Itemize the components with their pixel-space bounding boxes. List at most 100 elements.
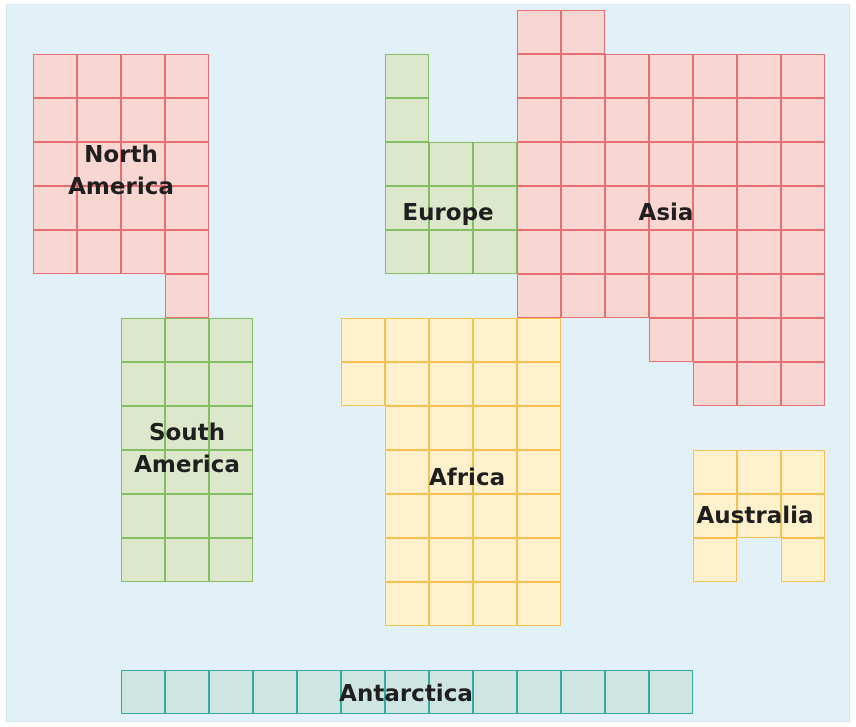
africa-tile (385, 318, 429, 362)
africa-tile (385, 582, 429, 626)
asia-tile (693, 362, 737, 406)
antarctica-tile (429, 670, 473, 714)
africa-tile (385, 406, 429, 450)
asia-tile (605, 54, 649, 98)
north-america-tile (33, 98, 77, 142)
africa-tile (473, 406, 517, 450)
north-america-tile (121, 230, 165, 274)
north-america-tile (33, 230, 77, 274)
europe-tile (385, 230, 429, 274)
asia-tile (693, 98, 737, 142)
europe-tile (429, 230, 473, 274)
africa-tile (473, 318, 517, 362)
north-america-tile (165, 142, 209, 186)
north-america-tile (121, 54, 165, 98)
africa-tile (385, 538, 429, 582)
africa-tile (429, 362, 473, 406)
south-america-tile (209, 318, 253, 362)
antarctica-tile (209, 670, 253, 714)
africa-tile (517, 406, 561, 450)
south-america-tile (165, 494, 209, 538)
asia-tile (781, 274, 825, 318)
africa-tile (473, 582, 517, 626)
antarctica-tile (341, 670, 385, 714)
asia-tile (781, 54, 825, 98)
asia-tile (649, 274, 693, 318)
asia-tile (605, 274, 649, 318)
asia-tile (693, 274, 737, 318)
antarctica-tile (297, 670, 341, 714)
europe-tile (429, 142, 473, 186)
north-america-tile (121, 142, 165, 186)
asia-tile (561, 98, 605, 142)
south-america-tile (165, 406, 209, 450)
asia-tile (561, 230, 605, 274)
asia-tile (517, 54, 561, 98)
asia-tile (517, 142, 561, 186)
asia-tile (693, 186, 737, 230)
europe-tile (473, 142, 517, 186)
asia-tile (781, 142, 825, 186)
asia-tile (605, 230, 649, 274)
north-america-tile (165, 186, 209, 230)
asia-tile (781, 318, 825, 362)
asia-tile (649, 142, 693, 186)
australia-tile (781, 494, 825, 538)
asia-tile (561, 10, 605, 54)
asia-tile (649, 230, 693, 274)
north-america-tile (165, 274, 209, 318)
asia-tile (781, 186, 825, 230)
africa-tile (429, 582, 473, 626)
africa-tile (429, 494, 473, 538)
south-america-tile (121, 538, 165, 582)
asia-tile (781, 98, 825, 142)
asia-tile (517, 98, 561, 142)
asia-tile (561, 142, 605, 186)
africa-tile (341, 318, 385, 362)
asia-tile (693, 318, 737, 362)
asia-tile (649, 318, 693, 362)
asia-tile (737, 318, 781, 362)
asia-tile (693, 142, 737, 186)
asia-tile (737, 98, 781, 142)
north-america-tile (77, 98, 121, 142)
africa-tile (517, 494, 561, 538)
north-america-tile (165, 230, 209, 274)
asia-tile (693, 230, 737, 274)
africa-tile (517, 362, 561, 406)
antarctica-tile (561, 670, 605, 714)
australia-tile (693, 494, 737, 538)
south-america-tile (165, 538, 209, 582)
north-america-tile (121, 98, 165, 142)
asia-tile (737, 230, 781, 274)
north-america-tile (77, 54, 121, 98)
north-america-tile (77, 230, 121, 274)
antarctica-tile (165, 670, 209, 714)
australia-tile (693, 450, 737, 494)
europe-tile (385, 142, 429, 186)
antarctica-tile (121, 670, 165, 714)
north-america-tile (121, 186, 165, 230)
australia-tile (737, 450, 781, 494)
asia-tile (737, 274, 781, 318)
africa-tile (473, 362, 517, 406)
asia-tile (781, 362, 825, 406)
asia-tile (649, 186, 693, 230)
asia-tile (737, 362, 781, 406)
asia-tile (605, 186, 649, 230)
south-america-tile (121, 494, 165, 538)
asia-tile (561, 274, 605, 318)
south-america-tile (209, 538, 253, 582)
australia-tile (781, 450, 825, 494)
south-america-tile (165, 362, 209, 406)
africa-tile (473, 538, 517, 582)
asia-tile (561, 54, 605, 98)
south-america-tile (165, 318, 209, 362)
africa-tile (517, 582, 561, 626)
south-america-tile (209, 494, 253, 538)
europe-tile (385, 186, 429, 230)
africa-tile (473, 450, 517, 494)
australia-tile (737, 494, 781, 538)
south-america-tile (209, 406, 253, 450)
